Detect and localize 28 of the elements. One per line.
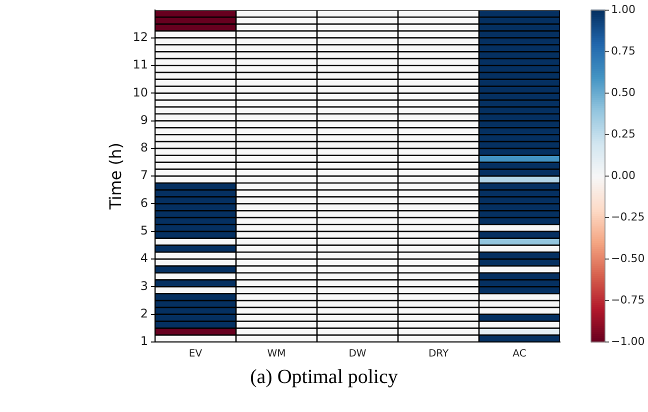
text: (a) Optimal policy	[249, 366, 399, 389]
color-bar-label: 0.25	[611, 127, 636, 140]
color-bar-label: −0.50	[611, 252, 645, 265]
color-bar-label: −0.25	[611, 210, 645, 224]
y-tick-label: 9	[140, 112, 148, 127]
x-tick-label: DW	[348, 348, 366, 360]
y-tick-label: 10	[132, 85, 148, 100]
color-bar-label: 0.00	[611, 168, 636, 182]
y-tick-label: 12	[132, 30, 148, 44]
x-tick-label: AC	[512, 348, 526, 360]
y-tick-label: 7	[140, 168, 148, 182]
color-bar-label: 1.00	[611, 3, 636, 16]
x-tick-label: DRY	[428, 348, 450, 360]
y-tick-label: 4	[140, 251, 148, 266]
x-tick-label: WM	[267, 348, 286, 360]
y-tick-label: 1	[140, 334, 148, 348]
y-tick-label: 3	[140, 278, 148, 293]
x-tick-label: EV	[188, 348, 202, 360]
y-tick-label: 5	[140, 224, 148, 238]
color-bar-label: 0.75	[611, 44, 636, 58]
y-tick-label: 2	[140, 306, 148, 320]
y-axis-title: Time (h)	[106, 142, 126, 211]
y-tick-label: 6	[140, 196, 148, 210]
color-bar-label: −1.00	[611, 334, 645, 348]
y-tick-label: 8	[140, 140, 148, 155]
color-bar-label: 0.50	[611, 86, 636, 100]
color-bar-label: −0.75	[611, 293, 645, 306]
y-tick-label: 11	[132, 58, 148, 72]
